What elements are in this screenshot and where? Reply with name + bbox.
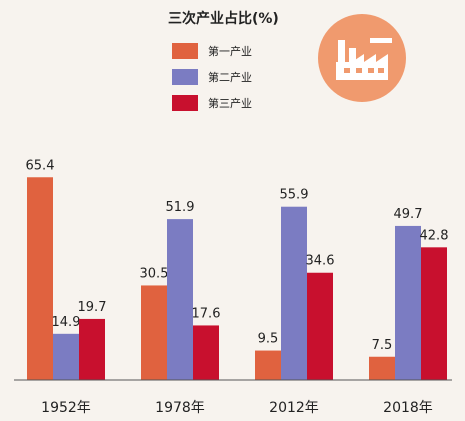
chart-title: 三次产业占比(%) [168, 11, 279, 27]
data-label-2-3: 55.9 [280, 188, 309, 203]
x-tick-label-4: 2018年 [383, 400, 433, 416]
data-label-3-4: 42.8 [420, 228, 449, 243]
legend-label-tertiary: 第三产业 [208, 97, 252, 110]
legend: 第一产业 第二产业 第三产业 [172, 38, 252, 116]
bar-2-2 [167, 219, 193, 380]
bar-3-2 [193, 325, 219, 380]
data-label-1-3: 9.5 [258, 332, 279, 347]
legend-item-tertiary: 第三产业 [172, 90, 252, 116]
data-label-2-2: 51.9 [166, 200, 195, 215]
legend-item-secondary: 第二产业 [172, 64, 252, 90]
bar-3-1 [79, 318, 105, 380]
legend-swatch-primary [172, 43, 198, 59]
x-tick-label-1: 1952年 [41, 400, 91, 416]
data-label-1-2: 30.5 [140, 266, 169, 281]
bar-1-2 [141, 285, 167, 380]
legend-label-primary: 第一产业 [208, 45, 252, 58]
bar-2-1 [53, 333, 79, 380]
x-tick-label-2: 1978年 [155, 400, 205, 416]
data-label-2-4: 49.7 [394, 207, 423, 222]
bar-2-3 [281, 206, 307, 380]
bar-1-4 [369, 356, 395, 380]
data-label-3-2: 17.6 [192, 306, 221, 321]
data-label-3-3: 34.6 [306, 254, 335, 269]
legend-swatch-tertiary [172, 95, 198, 111]
legend-swatch-secondary [172, 69, 198, 85]
legend-label-secondary: 第二产业 [208, 71, 252, 84]
bar-1-3 [255, 350, 281, 380]
bar-2-4 [395, 225, 421, 380]
factory-icon [336, 38, 392, 80]
bar-1-1 [27, 177, 53, 380]
data-label-1-4: 7.5 [372, 338, 393, 353]
bar-3-4 [421, 247, 447, 380]
x-tick-label-3: 2012年 [269, 400, 319, 416]
legend-item-primary: 第一产业 [172, 38, 252, 64]
bar-3-3 [307, 272, 333, 380]
data-label-1-1: 65.4 [26, 158, 55, 173]
data-label-3-1: 19.7 [78, 300, 107, 315]
data-label-2-1: 14.9 [52, 315, 81, 330]
factory-badge [318, 14, 406, 102]
